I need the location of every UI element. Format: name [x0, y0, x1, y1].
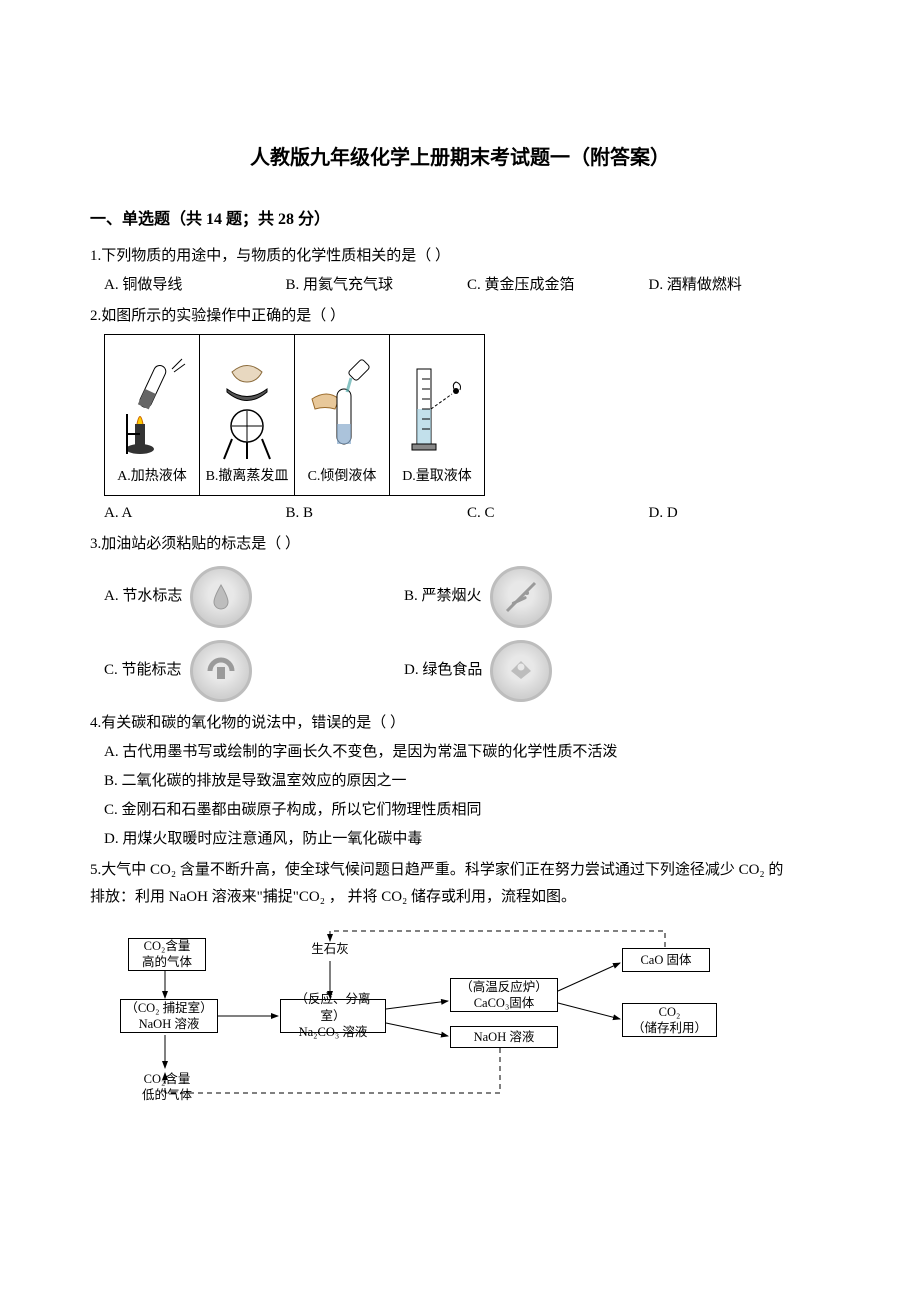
q2-cell-a: A.加热液体 — [105, 334, 200, 495]
text-co2-low: CO₂含量低的气体 — [128, 1071, 206, 1104]
q2-cell-d-label: D.量取液体 — [392, 464, 482, 489]
q2-cell-c-label: C.倾倒液体 — [297, 464, 387, 489]
q3-opt-b: B. 严禁烟火 — [404, 583, 482, 610]
q4-stem: 4.有关碳和碳的氧化物的说法中，错误的是（ ） — [90, 710, 830, 737]
question-5: 5.大气中 CO₂ 含量不断升高，使全球气候问题日趋严重。科学家们正在努力尝试通… — [90, 857, 830, 1123]
q5-stem-line1: 5.大气中 CO₂ 含量不断升高，使全球气候问题日趋严重。科学家们正在努力尝试通… — [90, 857, 830, 884]
question-4: 4.有关碳和碳的氧化物的说法中，错误的是（ ） A. 古代用墨书写或绘制的字画长… — [90, 710, 830, 853]
q2-opt-a: A. A — [104, 500, 286, 527]
q1-opt-d: D. 酒精做燃料 — [649, 272, 831, 299]
question-2: 2.如图所示的实验操作中正确的是（ ） A.加热液体 — [90, 303, 830, 527]
question-1: 1.下列物质的用途中，与物质的化学性质相关的是（ ） A. 铜做导线 B. 用氦… — [90, 243, 830, 299]
q2-cell-a-label: A.加热液体 — [107, 464, 197, 489]
page: 人教版九年级化学上册期末考试题一（附答案） 一、单选题（共 14 题；共 28 … — [0, 0, 920, 1302]
box-co2-high: CO₂含量高的气体 — [128, 938, 206, 971]
page-title: 人教版九年级化学上册期末考试题一（附答案） — [90, 140, 830, 176]
q2-cell-b: B.撤离蒸发皿 — [200, 334, 295, 495]
box-cao: CaO 固体 — [622, 948, 710, 972]
box-co2store: CO₂（储存利用） — [622, 1003, 717, 1037]
box-naoh: NaOH 溶液 — [450, 1026, 558, 1048]
q3-opt-d-cell: D. 绿色食品 — [404, 640, 704, 702]
q4-opt-d: D. 用煤火取暖时应注意通风，防止一氧化碳中毒 — [104, 826, 830, 853]
water-saving-icon — [190, 566, 252, 628]
question-3: 3.加油站必须粘贴的标志是（ ） A. 节水标志 B. 严禁烟火 — [90, 531, 830, 702]
q3-stem: 3.加油站必须粘贴的标志是（ ） — [90, 531, 830, 558]
q3-opt-d: D. 绿色食品 — [404, 657, 482, 684]
q1-options: A. 铜做导线 B. 用氦气充气球 C. 黄金压成金箔 D. 酒精做燃料 — [104, 272, 830, 299]
q1-opt-c: C. 黄金压成金箔 — [467, 272, 649, 299]
remove-dish-icon — [212, 354, 282, 464]
heating-liquid-icon — [117, 354, 187, 464]
box-furnace: （高温反应炉）CaCO₃固体 — [450, 978, 558, 1012]
q4-opt-a: A. 古代用墨书写或绘制的字画长久不变色，是因为常温下碳的化学性质不活泼 — [104, 739, 830, 766]
q1-opt-b: B. 用氦气充气球 — [286, 272, 468, 299]
q3-opt-c-cell: C. 节能标志 — [104, 640, 404, 702]
q5-stem-line2: 排放：利用 NaOH 溶液来"捕捉"CO₂ ， 并将 CO₂ 储存或利用，流程如… — [90, 884, 830, 911]
measure-liquid-icon — [402, 354, 472, 464]
q1-opt-a: A. 铜做导线 — [104, 272, 286, 299]
q2-stem: 2.如图所示的实验操作中正确的是（ ） — [90, 303, 830, 330]
box-sep: （反应、分离室）Na₂CO₃ 溶液 — [280, 999, 386, 1033]
q3-opt-b-cell: B. 严禁烟火 — [404, 566, 704, 628]
text-quicklime: 生石灰 — [305, 941, 355, 957]
q1-stem: 1.下列物质的用途中，与物质的化学性质相关的是（ ） — [90, 243, 830, 270]
box-capture: （CO₂ 捕捉室）NaOH 溶液 — [120, 999, 218, 1033]
q2-cell-b-label: B.撤离蒸发皿 — [202, 464, 292, 489]
q2-table: A.加热液体 B.撤离蒸发皿 — [104, 334, 485, 496]
q4-opt-c: C. 金刚石和石墨都由碳原子构成，所以它们物理性质相同 — [104, 797, 830, 824]
q3-options-grid: A. 节水标志 B. 严禁烟火 C. 节能标志 — [104, 566, 830, 702]
q2-cell-d: D.量取液体 — [390, 334, 485, 495]
q3-opt-a: A. 节水标志 — [104, 583, 182, 610]
pour-liquid-icon — [307, 354, 377, 464]
no-fire-icon — [490, 566, 552, 628]
q5-flowchart: CO₂含量高的气体 （CO₂ 捕捉室）NaOH 溶液 CO₂含量低的气体 生石灰… — [120, 923, 760, 1123]
q2-opt-c: C. C — [467, 500, 649, 527]
q2-cell-c: C.倾倒液体 — [295, 334, 390, 495]
q4-opt-b: B. 二氧化碳的排放是导致温室效应的原因之一 — [104, 768, 830, 795]
energy-saving-icon — [190, 640, 252, 702]
q3-opt-c: C. 节能标志 — [104, 657, 182, 684]
q2-opt-d: D. D — [649, 500, 831, 527]
q2-opt-b: B. B — [286, 500, 468, 527]
q2-options: A. A B. B C. C D. D — [104, 500, 830, 527]
q3-opt-a-cell: A. 节水标志 — [104, 566, 404, 628]
section-1-heading: 一、单选题（共 14 题；共 28 分） — [90, 206, 830, 235]
green-food-icon — [490, 640, 552, 702]
